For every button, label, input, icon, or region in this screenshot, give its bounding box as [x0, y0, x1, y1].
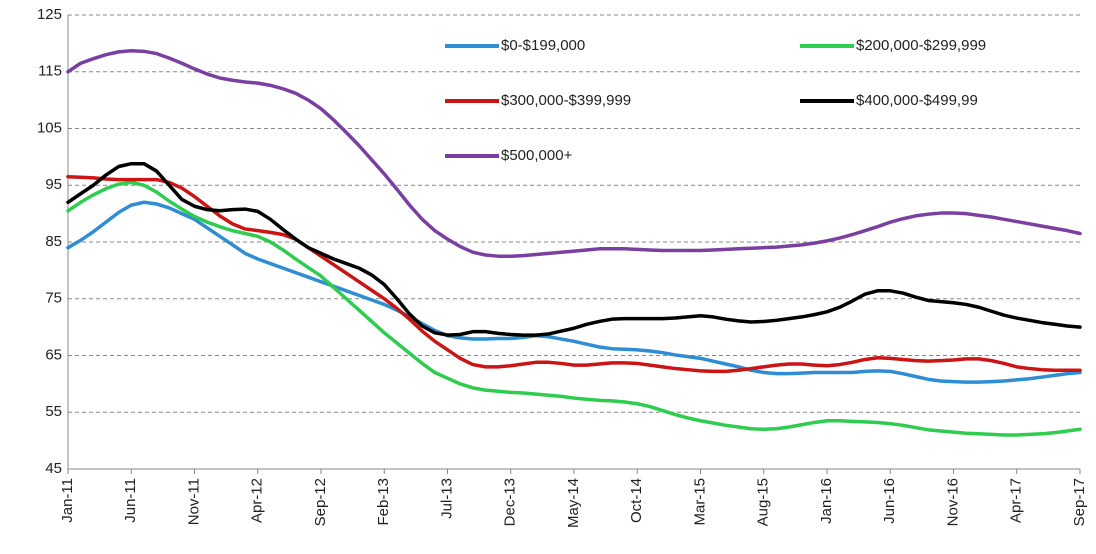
- series-line: [66, 174, 1082, 374]
- legend-label: $200,000-$299,999: [856, 37, 986, 54]
- x-tick-label: Apr-12: [249, 478, 266, 523]
- x-tick-label: May-14: [565, 478, 582, 528]
- y-tick-label: 95: [45, 176, 62, 193]
- x-tick-label: Oct-14: [628, 478, 645, 523]
- x-tick-label: Feb-13: [375, 478, 392, 526]
- y-tick-label: 115: [38, 63, 62, 80]
- y-tick-label: 85: [45, 233, 62, 250]
- x-tick-label: Nov-11: [185, 478, 202, 525]
- x-tick-label: Apr-17: [1008, 478, 1025, 523]
- legend-label: $300,000-$399,999: [501, 92, 631, 109]
- y-tick-label: 105: [37, 119, 62, 136]
- y-tick-label: 125: [37, 6, 62, 23]
- y-tick-label: 65: [45, 346, 62, 363]
- series-line: [66, 180, 1082, 437]
- x-tick-label: Aug-15: [755, 478, 772, 526]
- x-tick-label: Nov-16: [944, 478, 961, 526]
- x-tick-label: Sep-17: [1071, 478, 1088, 526]
- y-tick-label: 45: [45, 460, 62, 477]
- x-tick-label: Mar-15: [691, 478, 708, 526]
- legend-label: $400,000-$499,99: [856, 92, 978, 109]
- series-line: [66, 161, 1082, 337]
- x-tick-label: Jun-11: [122, 478, 139, 523]
- x-tick-label: Dec-13: [502, 478, 519, 526]
- x-tick-label: Jul-13: [438, 478, 455, 519]
- y-tick-label: 55: [45, 403, 62, 420]
- x-tick-label: Jun-16: [881, 478, 898, 524]
- series-line: [66, 49, 1082, 258]
- x-tick-label: Jan-16: [818, 478, 835, 524]
- legend-label: $0-$199,000: [501, 37, 585, 54]
- legend-label: $500,000+: [501, 147, 573, 164]
- x-tick-label: Jan-11: [59, 478, 76, 523]
- series-line: [66, 200, 1082, 384]
- y-tick-label: 75: [45, 290, 62, 307]
- x-tick-label: Sep-12: [312, 478, 329, 526]
